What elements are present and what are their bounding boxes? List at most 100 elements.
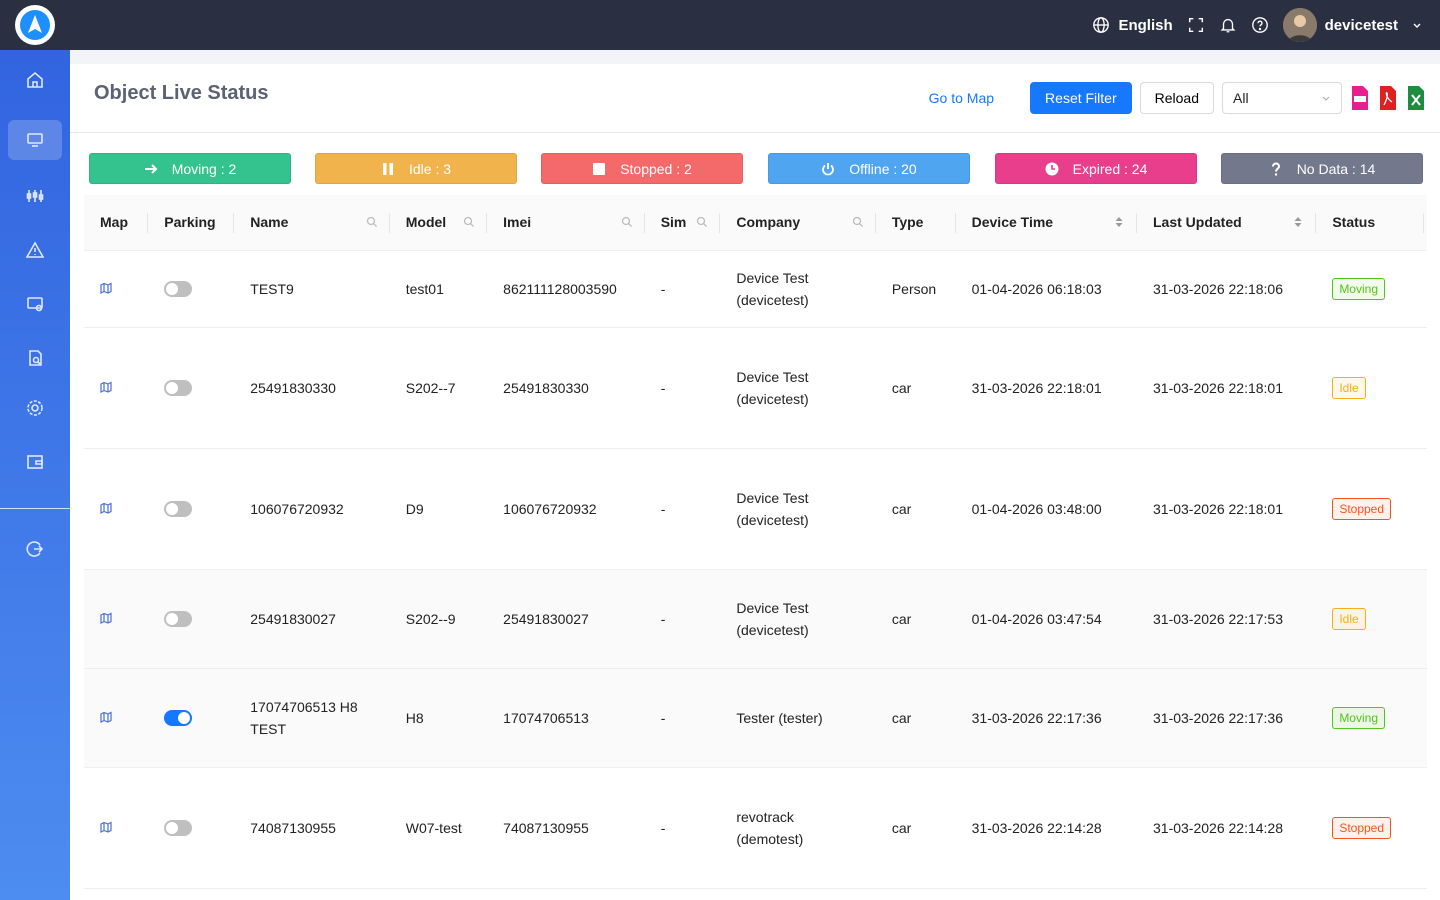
column-separator xyxy=(233,213,235,233)
map-button[interactable] xyxy=(100,817,132,839)
nav-settings[interactable] xyxy=(8,388,62,428)
help-icon[interactable] xyxy=(1251,16,1269,34)
user-name[interactable]: devicetest xyxy=(1324,16,1398,34)
status-card[interactable]: Idle : 3 xyxy=(315,153,517,184)
nav-devices[interactable] xyxy=(8,284,62,324)
card-label: Offline : 20 xyxy=(849,160,917,177)
cell xyxy=(148,327,235,449)
language[interactable]: English xyxy=(1118,16,1173,34)
nav-monitor[interactable] xyxy=(8,120,62,160)
content: Object Live Status Go to Map Reset Filte… xyxy=(70,64,1440,900)
cell: Stopped xyxy=(1316,448,1425,570)
card-icon xyxy=(1045,162,1059,175)
cell: - xyxy=(644,767,721,889)
user-caret[interactable] xyxy=(1412,20,1422,30)
reset-filter[interactable]: Reset Filter xyxy=(1030,82,1132,114)
type: car xyxy=(891,610,912,627)
parking-toggle[interactable] xyxy=(164,280,193,297)
cell: Device Test (devicetest) xyxy=(720,569,876,669)
map-button[interactable] xyxy=(100,278,132,300)
cell: Moving xyxy=(1316,250,1425,328)
company: revotrack (demotest) xyxy=(736,808,804,847)
cell: 74087130955 xyxy=(487,767,645,889)
map-button[interactable] xyxy=(100,498,132,520)
model: W07-test xyxy=(405,819,462,836)
last-updated: 31-03-2026 22:17:36 xyxy=(1153,709,1283,726)
parking-toggle[interactable] xyxy=(164,819,193,836)
cell: car xyxy=(875,569,956,669)
export-excel[interactable] xyxy=(1406,85,1426,111)
fullscreen-icon[interactable] xyxy=(1187,16,1205,34)
column-title: Parking xyxy=(164,214,216,231)
type: car xyxy=(891,500,912,517)
nav-wallet[interactable] xyxy=(8,442,62,482)
sort-icon[interactable] xyxy=(1113,216,1125,228)
filter-select[interactable]: All xyxy=(1222,82,1342,114)
parking-toggle[interactable] xyxy=(164,610,193,627)
company: Tester (tester) xyxy=(736,709,823,726)
parking-toggle[interactable] xyxy=(164,500,193,517)
status-card[interactable]: Moving : 2 xyxy=(89,153,291,184)
status-tag: Idle xyxy=(1332,608,1366,630)
column-header: Device Time xyxy=(955,195,1137,251)
cell: 22 xyxy=(1424,250,1427,328)
search-icon[interactable] xyxy=(463,216,475,228)
avatar[interactable] xyxy=(1282,8,1317,42)
map-button[interactable] xyxy=(100,608,132,630)
toolbar: Go to Map Reset Filter Reload All xyxy=(914,82,1426,114)
cell: 31-03-2026 22:17:36 xyxy=(955,668,1137,768)
go-to-map[interactable]: Go to Map xyxy=(914,82,1009,114)
column-separator xyxy=(874,213,876,233)
status-card[interactable]: Stopped : 2 xyxy=(541,153,743,184)
cell: 106076720932 xyxy=(487,448,645,570)
map-button[interactable] xyxy=(100,377,132,399)
globe-icon[interactable] xyxy=(1092,16,1110,34)
cell xyxy=(84,668,149,768)
company: Device Test (devicetest) xyxy=(736,489,809,528)
card-label: Idle : 3 xyxy=(408,160,452,177)
cell: 31-03-2026 22:14:28 xyxy=(1137,767,1317,889)
export-pdf[interactable] xyxy=(1378,85,1398,111)
status-card[interactable]: No Data : 14 xyxy=(1221,153,1423,184)
cell: Idle xyxy=(1316,569,1425,669)
column-title: Name xyxy=(250,214,289,231)
status-tag: Moving xyxy=(1332,278,1385,300)
card-label: Stopped : 2 xyxy=(620,160,692,177)
reload[interactable]: Reload xyxy=(1139,82,1214,114)
parking-toggle[interactable] xyxy=(164,379,193,396)
sim: - xyxy=(660,610,666,627)
sort-icon[interactable] xyxy=(1292,216,1304,228)
cell xyxy=(148,448,235,570)
cell xyxy=(148,569,235,669)
parking-toggle[interactable] xyxy=(164,709,193,726)
status-card[interactable]: Offline : 20 xyxy=(768,153,970,184)
nav-home[interactable] xyxy=(8,60,62,100)
status-card[interactable]: Expired : 24 xyxy=(995,153,1197,184)
search-icon[interactable] xyxy=(852,216,864,228)
last-updated: 31-03-2026 22:17:53 xyxy=(1153,610,1283,627)
imei: 106076720932 xyxy=(503,500,597,517)
bell-icon[interactable] xyxy=(1219,16,1237,34)
export-csv[interactable] xyxy=(1350,85,1370,111)
cell: S202--9 xyxy=(389,569,488,669)
column-separator xyxy=(643,213,645,233)
cell: - xyxy=(644,250,721,328)
company: Device Test (devicetest) xyxy=(736,368,809,407)
column-title: Last Updated xyxy=(1153,214,1242,231)
last-updated: 31-03-2026 22:18:06 xyxy=(1153,280,1283,297)
nav-logout[interactable] xyxy=(8,529,62,569)
map-button[interactable] xyxy=(100,707,132,729)
column-separator xyxy=(147,213,149,233)
nav-alerts[interactable] xyxy=(8,230,62,270)
logo[interactable] xyxy=(15,5,55,45)
nav-equalizer[interactable] xyxy=(8,176,62,216)
cell: 31-03-2026 22:17:53 xyxy=(1137,569,1317,669)
sidebar-separator xyxy=(0,508,70,509)
cell: 31-03-2026 22:18:01 xyxy=(1137,448,1317,570)
search-icon[interactable] xyxy=(621,216,633,228)
cell xyxy=(84,569,149,669)
column-separator xyxy=(1315,213,1317,233)
nav-reports[interactable] xyxy=(8,338,62,378)
search-icon[interactable] xyxy=(696,216,708,228)
search-icon[interactable] xyxy=(366,216,378,228)
